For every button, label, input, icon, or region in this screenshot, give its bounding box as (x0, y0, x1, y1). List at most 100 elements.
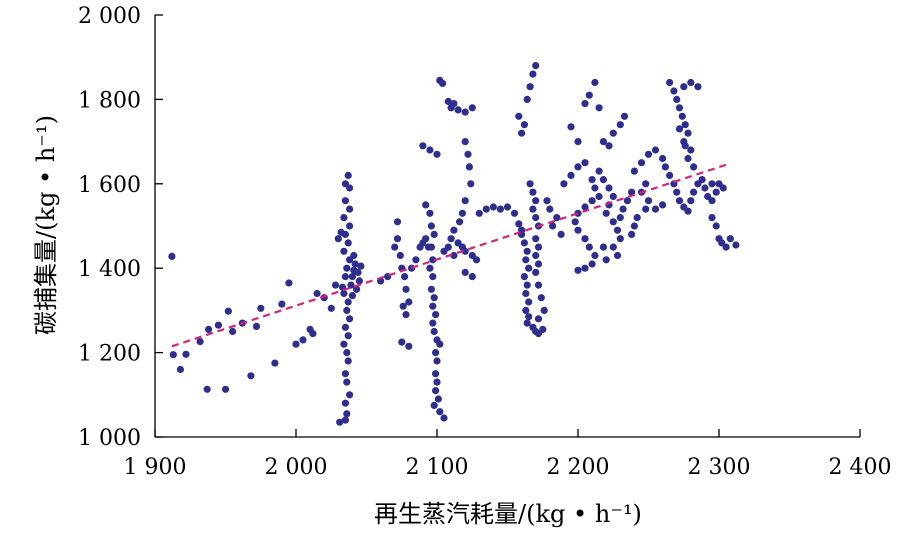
data-point-239 (620, 112, 629, 120)
data-point-18 (292, 340, 300, 348)
data-point-1 (169, 351, 177, 359)
data-point-289 (726, 235, 734, 243)
x-tick-label-4: 2 300 (688, 455, 751, 480)
data-point-45 (344, 298, 352, 306)
data-point-144 (482, 205, 490, 213)
data-point-248 (673, 188, 681, 196)
data-point-38 (344, 239, 352, 247)
data-point-231 (581, 100, 589, 108)
data-point-15 (271, 359, 279, 367)
data-point-14 (257, 304, 265, 312)
data-point-26 (334, 235, 342, 243)
data-point-64 (355, 277, 363, 285)
data-point-209 (588, 260, 596, 268)
data-point-47 (346, 315, 354, 323)
data-point-31 (344, 171, 352, 179)
data-point-0 (168, 252, 176, 260)
data-point-51 (343, 349, 351, 357)
y-tick-label-5: 2 000 (78, 4, 141, 29)
data-point-142 (468, 273, 476, 281)
data-point-219 (613, 226, 622, 234)
x-tick-label-0: 1 900 (124, 455, 187, 480)
data-point-147 (503, 203, 512, 211)
data-point-238 (616, 121, 624, 129)
data-point-253 (690, 188, 698, 196)
x-axis-title: 再生蒸汽耗量/(kg • h⁻¹) (374, 500, 642, 528)
data-point-245 (661, 163, 670, 171)
data-point-191 (553, 214, 561, 222)
data-point-280 (687, 78, 695, 87)
data-point-8 (221, 385, 230, 393)
data-point-279 (680, 83, 688, 91)
data-point-94 (429, 256, 437, 264)
data-point-130 (456, 218, 464, 226)
data-point-34 (346, 205, 354, 213)
data-point-57 (343, 410, 351, 418)
data-point-186 (537, 294, 545, 302)
data-point-213 (599, 176, 608, 184)
data-point-235 (599, 138, 608, 146)
data-point-63 (348, 273, 356, 281)
data-point-33 (341, 197, 349, 205)
y-tick-label-0: 1 000 (78, 426, 141, 451)
data-point-282 (675, 125, 684, 133)
data-point-222 (613, 251, 622, 260)
data-point-17 (285, 279, 293, 287)
data-point-115 (433, 150, 441, 158)
data-point-285 (712, 222, 720, 230)
y-tick-label-4: 1 800 (78, 88, 141, 113)
y-tick-label-1: 1 200 (78, 342, 141, 367)
data-point-52 (344, 357, 352, 365)
data-point-196 (574, 163, 582, 171)
data-point-19 (299, 336, 307, 344)
data-point-204 (571, 218, 579, 226)
data-point-252 (687, 197, 695, 205)
data-point-66 (350, 266, 358, 274)
data-point-272 (678, 112, 686, 120)
data-point-95 (426, 264, 434, 272)
data-point-54 (343, 378, 351, 386)
data-point-180 (532, 235, 540, 243)
data-point-192 (549, 222, 557, 230)
data-point-37 (341, 230, 349, 238)
data-point-29 (348, 292, 356, 300)
data-point-225 (616, 214, 624, 222)
data-point-269 (670, 87, 678, 95)
data-point-270 (673, 95, 681, 103)
data-point-21 (309, 330, 317, 338)
data-point-281 (694, 83, 702, 91)
data-point-185 (534, 281, 543, 289)
x-tick-label-5: 2 400 (829, 455, 892, 480)
data-point-207 (585, 243, 593, 251)
data-point-39 (340, 247, 348, 255)
data-point-163 (520, 273, 529, 281)
data-point-91 (427, 222, 435, 230)
data-point-12 (247, 372, 255, 380)
data-point-72 (396, 251, 404, 260)
data-point-293 (712, 188, 720, 196)
data-point-16 (278, 300, 286, 308)
data-point-5 (203, 385, 211, 393)
data-point-92 (430, 230, 438, 238)
data-point-187 (540, 306, 548, 314)
data-point-44 (340, 289, 348, 298)
data-point-215 (609, 192, 617, 201)
data-point-36 (346, 222, 354, 230)
data-point-80 (398, 338, 406, 346)
data-point-251 (684, 207, 692, 215)
data-point-111 (430, 401, 438, 409)
data-point-35 (340, 214, 348, 222)
data-point-138 (461, 247, 469, 255)
data-point-189 (543, 197, 551, 205)
data-point-61 (351, 260, 359, 268)
data-point-290 (732, 241, 740, 249)
data-point-149 (515, 220, 523, 228)
data-point-55 (346, 391, 354, 399)
data-point-169 (523, 319, 531, 327)
data-point-89 (422, 201, 430, 209)
data-point-117 (439, 79, 447, 87)
data-point-210 (581, 264, 589, 272)
data-point-241 (637, 159, 646, 167)
data-point-160 (523, 247, 531, 255)
